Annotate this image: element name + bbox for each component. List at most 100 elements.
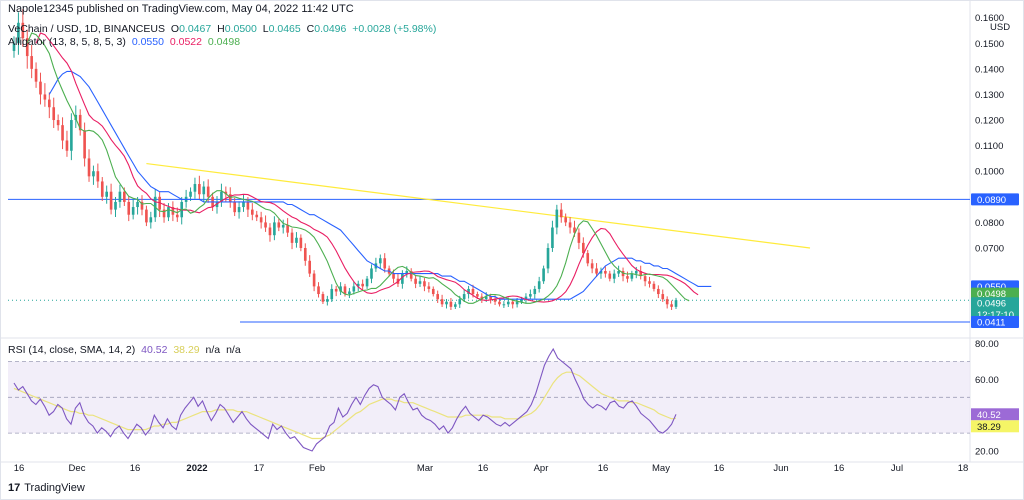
rsi-sma-tag: 38.29	[977, 422, 1001, 433]
price-tick-label: 0.0700	[975, 243, 1004, 254]
price-tick-label: 0.1000	[975, 167, 1004, 178]
rsi-value-tag: 40.52	[977, 410, 1001, 421]
candle-body	[511, 301, 515, 305]
rsi-legend: RSI (14, close, SMA, 14, 2) 40.52 38.29 …	[8, 344, 241, 356]
candle-body	[665, 299, 669, 305]
time-tick-label: 16	[14, 463, 25, 474]
candle-body	[281, 224, 285, 228]
time-tick-label: Apr	[534, 463, 549, 474]
candle-body	[290, 232, 294, 243]
candle-body	[286, 224, 289, 233]
candle-body	[401, 273, 404, 284]
candle-body	[224, 191, 228, 195]
low-label: L	[262, 23, 269, 35]
candle-body	[595, 268, 598, 274]
time-tick-label: 16	[714, 463, 725, 474]
candle-body	[467, 288, 470, 295]
candle-body	[273, 222, 276, 236]
candle-body	[617, 271, 620, 274]
candle-body	[498, 301, 501, 305]
candle-body	[365, 278, 369, 287]
candle-body	[136, 201, 139, 208]
candle-body	[118, 191, 122, 202]
rsi-value-tag-box	[971, 408, 1019, 421]
candle-body	[145, 209, 148, 223]
candle-body	[378, 258, 382, 264]
time-tick-label: Jun	[773, 463, 788, 474]
candle-body	[551, 227, 554, 248]
time-tick-label: 2022	[186, 463, 207, 474]
candle-body	[87, 158, 91, 177]
candle-body	[215, 201, 219, 208]
candle-body	[405, 271, 409, 274]
price-tag-box	[971, 315, 1019, 328]
candle-body	[30, 56, 33, 69]
candle-body	[427, 286, 431, 289]
candle-body	[506, 301, 510, 305]
time-tick-label: 17	[254, 463, 265, 474]
candle-body	[582, 242, 585, 254]
candle-body	[440, 299, 444, 305]
time-tick-label: 16	[478, 463, 489, 474]
rsi-na-1: n/a	[205, 344, 221, 356]
rsi-label: RSI (14, close, SMA, 14, 2)	[8, 344, 136, 356]
candle-body	[370, 268, 373, 279]
candle-body	[149, 217, 153, 223]
candle-body	[608, 273, 612, 279]
candle-body	[326, 299, 329, 302]
candle-body	[599, 271, 603, 274]
candle-body	[564, 217, 567, 223]
candle-body	[268, 227, 272, 236]
candle-body	[586, 253, 590, 264]
price-tag-label: 0.0411	[977, 317, 1005, 328]
descending-trendline	[146, 162, 811, 249]
candle-body	[237, 207, 241, 213]
price-tag-box	[971, 287, 1019, 300]
candle-body	[590, 263, 594, 269]
change-value: +0.0028 (+5.98%)	[352, 23, 437, 35]
candle-body	[480, 296, 484, 300]
open-label: O	[170, 23, 180, 35]
candle-body	[330, 288, 334, 300]
candle-body	[568, 222, 572, 228]
price-tick-label: 0.1200	[975, 116, 1004, 127]
candle-body	[409, 271, 413, 279]
candle-body	[515, 301, 519, 305]
candle-body	[21, 22, 25, 39]
alligator-teeth-value: 0.0522	[169, 36, 202, 48]
candle-body	[652, 283, 656, 289]
candle-body	[220, 191, 223, 202]
price-tag-box	[971, 193, 1019, 206]
low-value: 0.0465	[268, 23, 301, 35]
candle-body	[175, 214, 179, 218]
rsi-sma-tag-box	[971, 420, 1019, 433]
price-tick-label: 0.1300	[975, 90, 1004, 101]
candle-body	[39, 81, 42, 95]
open-value: 0.0467	[179, 23, 212, 35]
candle-body	[555, 209, 559, 228]
candle-body	[471, 288, 475, 295]
candle-body	[634, 271, 638, 274]
price-axis-unit: USD	[990, 22, 1010, 33]
candle-body	[484, 296, 488, 300]
candle-body	[140, 201, 144, 210]
candle-body	[233, 201, 236, 213]
price-tick-label: 0.1600	[975, 13, 1004, 24]
candle-body	[96, 171, 100, 182]
candle-body	[542, 268, 545, 282]
candle-body	[47, 99, 51, 108]
price-tag-label: 0.0498	[977, 289, 1006, 300]
time-tick-label: 16	[598, 463, 609, 474]
price-tag-label: 0.0496	[977, 299, 1006, 310]
candle-body	[92, 171, 95, 177]
time-tick-label: Dec	[69, 463, 86, 474]
alligator-jaw-value: 0.0550	[131, 36, 164, 48]
candle-body	[630, 273, 634, 279]
candle-body	[639, 271, 643, 277]
candle-body	[577, 232, 581, 243]
high-value: 0.0500	[224, 23, 257, 35]
tradingview-logo[interactable]: 17 TradingView	[8, 482, 85, 494]
alligator-label: Alligator (13, 8, 5, 8, 5, 3)	[8, 36, 126, 48]
time-tick-label: 16	[130, 463, 141, 474]
